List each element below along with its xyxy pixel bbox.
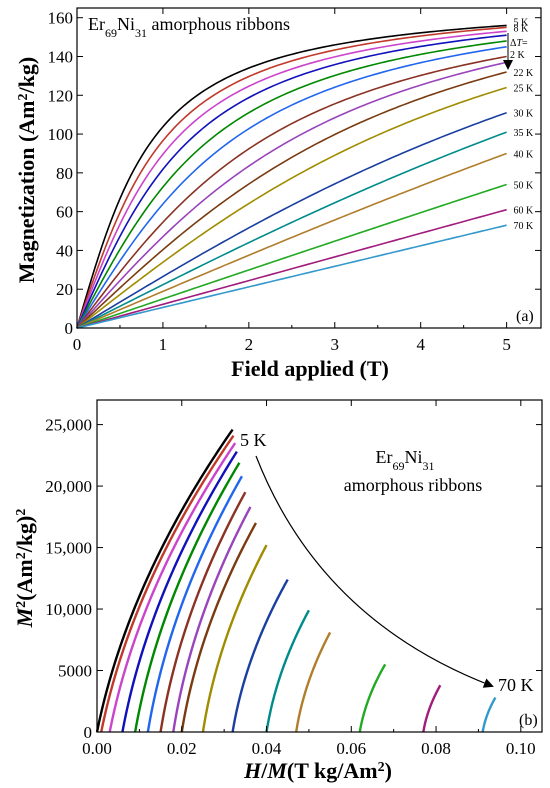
magnetization-curve-18K (76, 55, 507, 329)
panel-b-xlabel: H/M(T kg/Am2) (243, 758, 392, 783)
panel-a-ytick-label: 60 (56, 203, 73, 222)
arrott-curve-70K (481, 696, 497, 733)
panel-a-series (76, 24, 507, 329)
panel-a-ytick-label: 0 (65, 319, 74, 338)
magnetization-curve-30K (76, 111, 507, 329)
magnetization-curve-25K (76, 86, 507, 329)
arrott-curve-20K (172, 506, 252, 733)
panel-a-ytick-label: 120 (48, 86, 74, 105)
panel-b-frame (96, 399, 543, 733)
panel-b-xtick-label: 0.02 (167, 739, 197, 758)
temperature-label: 25 K (514, 84, 535, 95)
panel-a-title: Er69Ni31 amorphous ribbons (88, 14, 290, 40)
panel-a-ytick-label: 160 (48, 9, 74, 28)
panel-b-ytick-label: 10,000 (45, 600, 92, 619)
panel-b-title-line2: amorphous ribbons (344, 475, 483, 495)
panel-a-temperature-labels: 5 K8 K 22 K 25 K 30 K 35 K 40 K 50 K 60 K 70 K (514, 17, 535, 232)
arrott-curve-5K (95, 428, 234, 733)
temperature-label: 50 K (514, 180, 535, 191)
panel-a-ticks: 0 1 2 3 4 5 0 20 40 60 80 100 120 140 160 (48, 8, 541, 354)
panel-a-xtick-label: 0 (73, 335, 82, 354)
panel-a: 0 1 2 3 4 5 0 20 40 60 80 100 120 140 160 Er69Ni31 amo… (14, 7, 542, 381)
panel-b-ticks: 0.00 0.02 0.04 0.06 0.08 0.10 0 5000 10,000 15,00… (45, 400, 542, 758)
panel-a-xlabel: Field applied (T) (231, 356, 389, 381)
temperature-arrow (255, 455, 494, 688)
panel-b-ytick-label: 0 (84, 723, 93, 742)
temperature-label: 40 K (514, 149, 535, 160)
arrott-curve-25K (201, 544, 268, 733)
panel-a-ylabel: Magnetization (Am2/kg) (14, 57, 39, 283)
panel-a-xtick-label: 3 (331, 335, 340, 354)
panel-b-xtick-label: 0.08 (421, 739, 451, 758)
panel-b: 0.00 0.02 0.04 0.06 0.08 0.10 0 5000 10,000 15,00… (12, 399, 543, 783)
panel-a-xtick-label: 2 (245, 335, 254, 354)
arrott-curve-30K (231, 578, 289, 733)
temperature-label: 30 K (514, 109, 535, 120)
magnetization-curve-60K (76, 208, 507, 329)
arrott-curve-35K (265, 609, 310, 733)
panel-a-ytick-label: 40 (56, 241, 73, 260)
temperature-label: 60 K (514, 206, 535, 217)
panel-b-series (95, 428, 497, 733)
magnetization-curve-50K (76, 183, 507, 329)
magnetization-curve-22K (76, 71, 507, 329)
magnetization-curve-35K (76, 131, 507, 329)
arrott-curve-18K (159, 491, 247, 733)
temperature-label: 70 K (514, 221, 535, 232)
arrott-curve-14K (133, 462, 241, 733)
panel-b-xtick-label: 0.06 (336, 739, 366, 758)
magnetization-curve-8K (76, 26, 507, 329)
arrott-curve-22K (180, 522, 257, 733)
panel-a-ytick-label: 80 (56, 164, 73, 183)
magnetization-curve-16K (76, 45, 507, 329)
panel-a-xtick-label: 4 (416, 335, 425, 354)
magnetization-curve-70K (76, 224, 507, 329)
magnetization-curve-10K (76, 30, 507, 329)
panel-b-ytick-label: 5000 (58, 662, 92, 681)
arrott-curve-40K (295, 631, 332, 733)
panel-b-xtick-label: 0.10 (506, 739, 536, 758)
panel-b-tag: (b) (519, 712, 538, 729)
panel-b-ytick-label: 15,000 (45, 539, 92, 558)
panel-b-ytick-label: 20,000 (45, 477, 92, 496)
panel-a-tag: (a) (516, 308, 534, 325)
panel-b-ylabel: M2(Am2/kg)2 (12, 509, 37, 629)
magnetization-curve-20K (76, 61, 507, 329)
annotation-start: 5 K (240, 430, 267, 450)
arrott-curve-12K (121, 451, 238, 733)
panel-b-title-line1: Er69Ni31 (376, 447, 435, 473)
arrott-curve-10K (108, 442, 237, 733)
delta-t-value: 2 K (510, 50, 526, 61)
temperature-label: 5 K (514, 17, 530, 28)
panel-b-xtick-label: 0.04 (252, 739, 282, 758)
arrott-curve-50K (358, 663, 387, 733)
panel-a-ytick-label: 20 (56, 280, 73, 299)
panel-a-ytick-label: 100 (48, 125, 74, 144)
panel-a-frame (76, 7, 542, 329)
magnetization-curve-12K (76, 34, 507, 329)
arrott-curve-16K (146, 475, 243, 733)
panel-a-ytick-label: 140 (48, 47, 74, 66)
panel-b-ytick-label: 25,000 (45, 416, 92, 435)
panel-a-xtick-label: 1 (159, 335, 168, 354)
delta-t-label: ΔT= (510, 38, 528, 49)
annotation-end: 70 K (498, 675, 534, 695)
temperature-label: 8 K (514, 23, 530, 34)
temperature-label: 35 K (514, 128, 535, 139)
arrott-curve-60K (422, 684, 442, 733)
magnetization-curve-40K (76, 152, 507, 329)
panel-a-xtick-label: 5 (502, 335, 511, 354)
arrott-curve-8K (100, 434, 235, 733)
temperature-label: 22 K (514, 68, 535, 79)
panel-b-xtick-label: 0.00 (82, 739, 112, 758)
magnetization-curve-5K (76, 24, 507, 329)
magnetization-curve-14K (76, 40, 507, 329)
